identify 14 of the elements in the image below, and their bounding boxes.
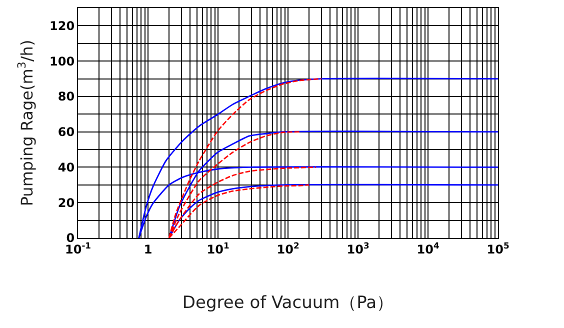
x-tick-label: 10$^{4}$ [416, 240, 440, 256]
y-tick-label: 40 [58, 160, 75, 174]
x-tick-label: 10$^{5}$ [486, 240, 510, 256]
x-tick-label: 10$^{2}$ [276, 240, 300, 256]
y-tick-label: 20 [58, 196, 75, 210]
x-tick-label: 10$^{3}$ [346, 240, 370, 256]
y-tick-label: 60 [58, 125, 75, 140]
x-axis-title: Degree of Vacuum（Pa） [182, 292, 394, 313]
y-tick-label: 0 [66, 231, 75, 246]
x-tick-label: 10$^{1}$ [206, 240, 230, 256]
y-tick-label: 120 [50, 18, 75, 33]
y-tick-label: 100 [50, 54, 75, 68]
x-tick-label: 1 [144, 242, 152, 256]
y-tick-label: 80 [58, 90, 75, 104]
